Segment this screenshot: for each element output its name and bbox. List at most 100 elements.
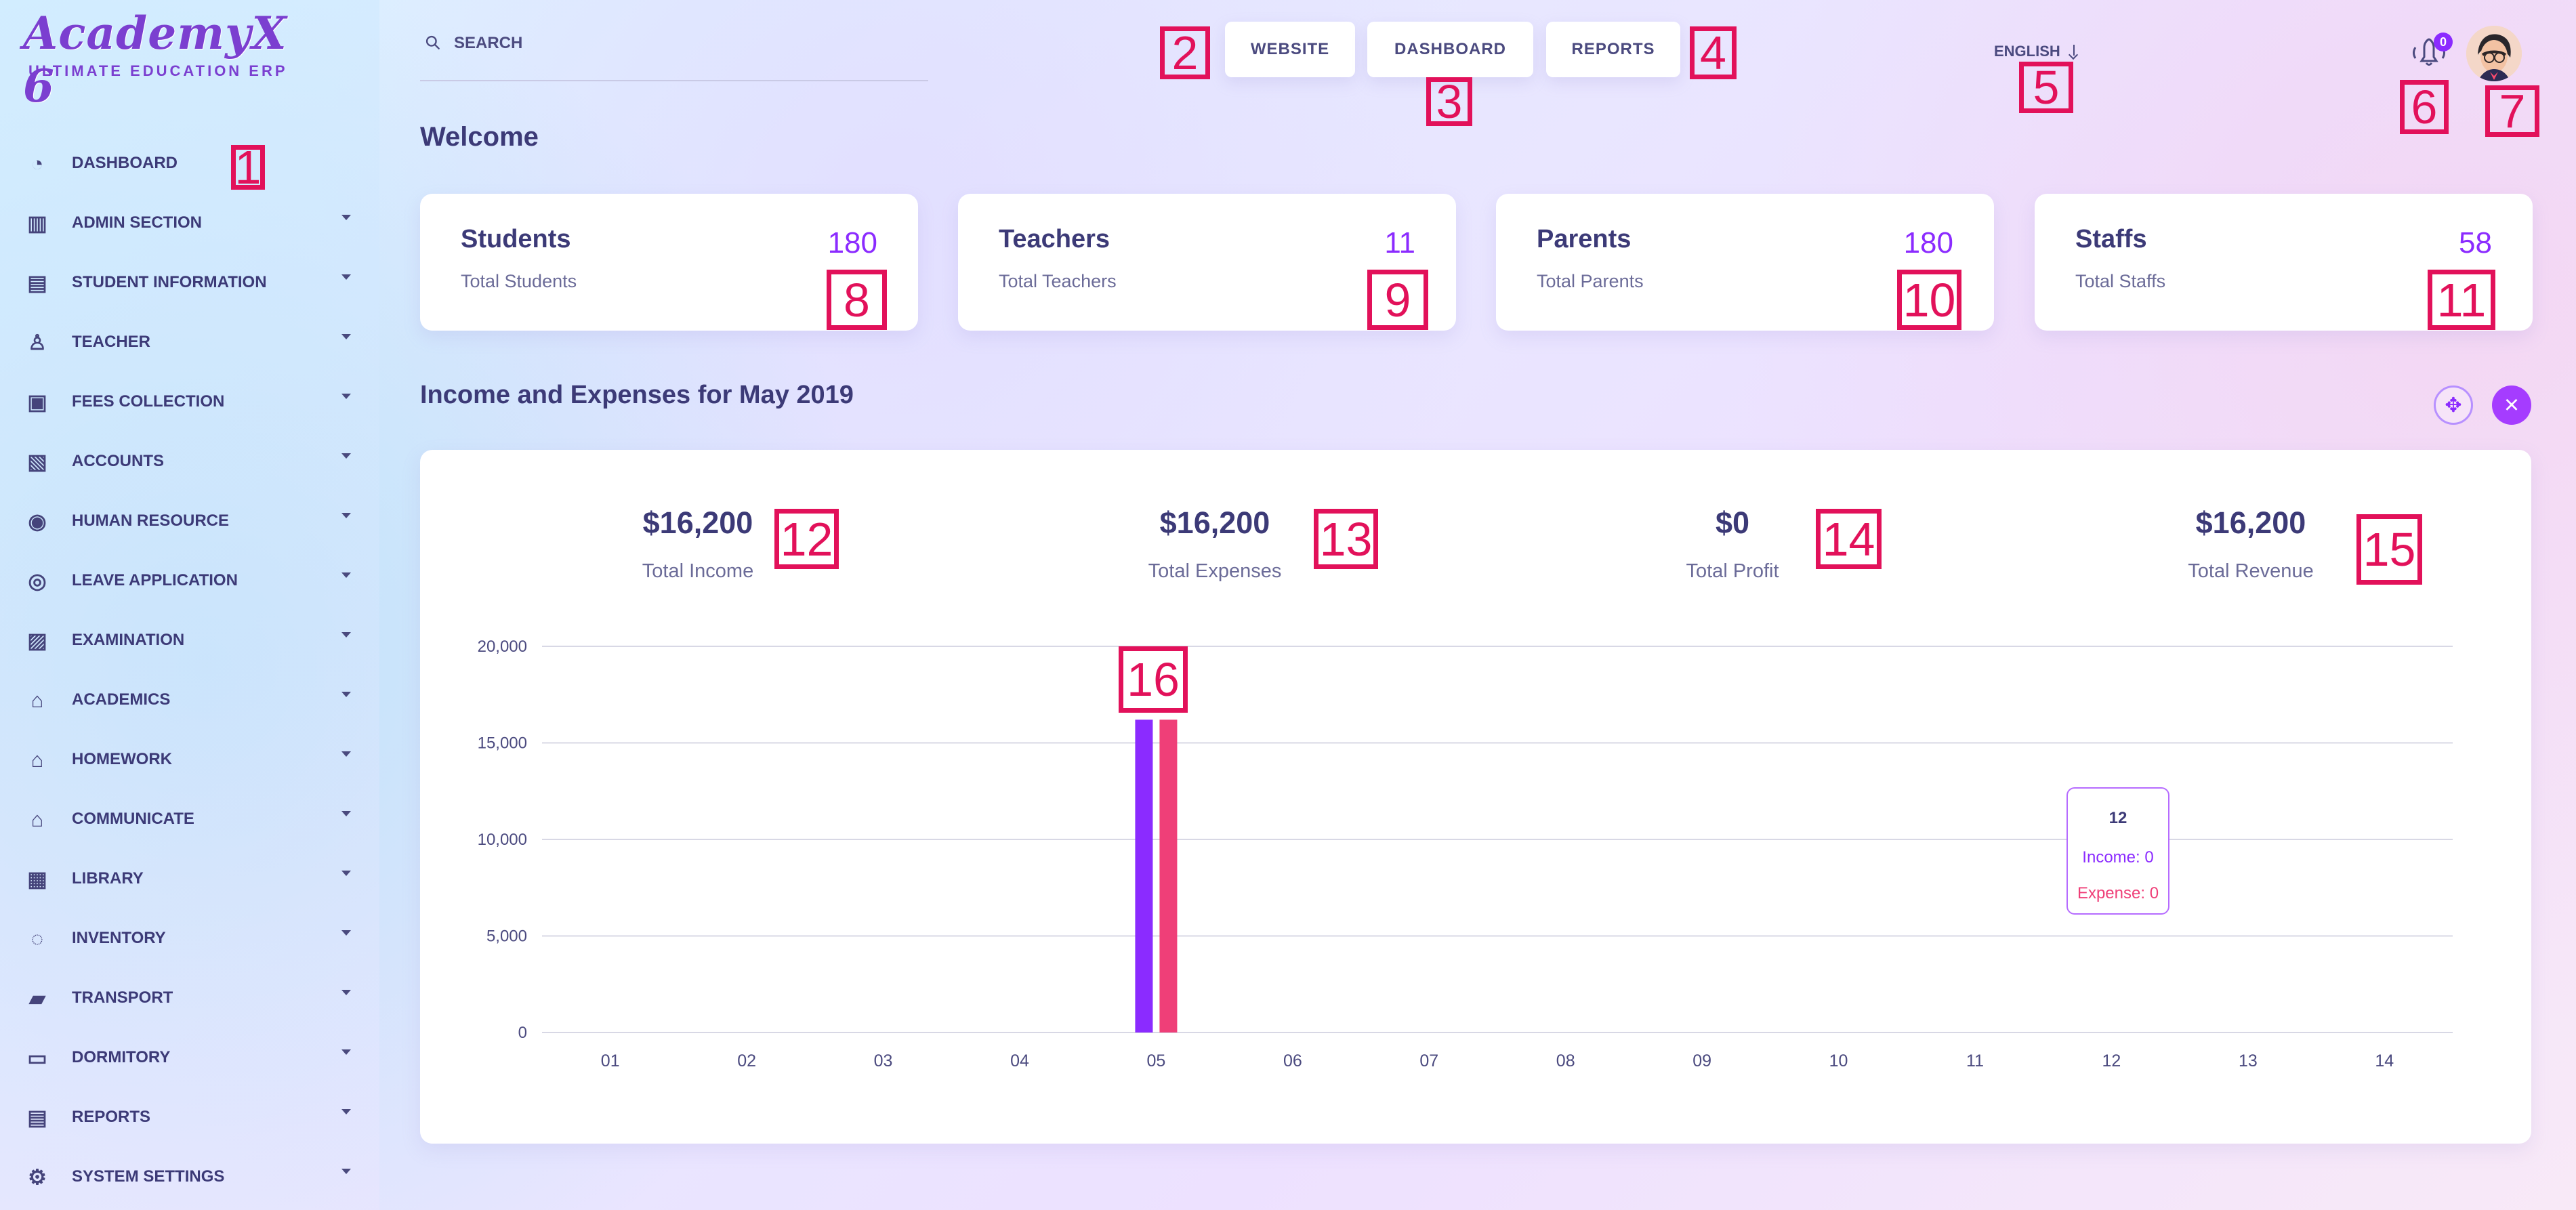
sidebar-item-library[interactable]: ▦ LIBRARY xyxy=(0,849,379,909)
chevron-down-icon xyxy=(341,930,351,936)
teacher-icon: ♙ xyxy=(28,330,47,354)
sidebar-item-label: SYSTEM SETTINGS xyxy=(72,1167,225,1186)
annotation-marker-6: 6 xyxy=(2400,80,2449,134)
sidebar-item-label: TRANSPORT xyxy=(72,988,173,1007)
metric-value: $16,200 xyxy=(1159,505,1270,540)
transport-icon: ▰ xyxy=(29,986,45,1010)
x-tick-label: 10 xyxy=(1829,1051,1848,1070)
brand-subtitle: ULTIMATE EDUCATION ERP xyxy=(28,62,288,79)
avatar[interactable] xyxy=(2466,26,2522,81)
sidebar-item-examination[interactable]: ▨ EXAMINATION xyxy=(0,610,379,670)
tooltip-expense: Expense: 0 xyxy=(2077,884,2159,902)
search-input[interactable] xyxy=(453,33,916,54)
y-tick-label: 20,000 xyxy=(478,638,527,656)
language-selector[interactable]: ENGLISH xyxy=(1994,41,2079,62)
annotation-marker-5: 5 xyxy=(2019,62,2073,113)
brand-logo[interactable]: AcademyX 6 ULTIMATE EDUCATION ERP xyxy=(23,7,308,112)
annotation-marker-7: 7 xyxy=(2485,85,2539,137)
x-tick-label: 05 xyxy=(1147,1051,1166,1070)
sidebar-item-homework[interactable]: ⌂ HOMEWORK xyxy=(0,730,379,789)
website-button[interactable]: WEBSITE xyxy=(1225,22,1355,77)
sidebar-item-academics[interactable]: ⌂ ACADEMICS xyxy=(0,670,379,730)
sidebar-item-dashboard[interactable]: ◔ DASHBOARD xyxy=(0,133,379,193)
x-tick-label: 04 xyxy=(1010,1051,1029,1070)
sidebar-item-label: DORMITORY xyxy=(72,1048,171,1066)
dashboard-button[interactable]: DASHBOARD xyxy=(1367,22,1533,77)
sidebar-item-label: REPORTS xyxy=(72,1108,151,1126)
x-tick-label: 01 xyxy=(601,1051,620,1070)
sidebar-item-reports[interactable]: ▤ REPORTS xyxy=(0,1087,379,1147)
examination-icon: ▨ xyxy=(27,628,47,652)
sidebar-item-communicate[interactable]: ⌂ COMMUNICATE xyxy=(0,789,379,849)
income-expenses-panel: $16,200 Total Income $16,200 Total Expen… xyxy=(420,450,2531,1144)
teachers-summary-card[interactable]: Teachers Total Teachers 11 xyxy=(958,194,1456,331)
x-tick-label: 09 xyxy=(1692,1051,1711,1070)
annotation-marker-16: 16 xyxy=(1119,646,1188,713)
chart-tooltip: 12 Income: 0 Expense: 0 xyxy=(2066,787,2169,915)
library-icon: ▦ xyxy=(27,867,47,891)
annotation-marker-2: 2 xyxy=(1160,26,1210,79)
annotation-marker-11: 11 xyxy=(2428,270,2495,330)
notification-button[interactable]: 0 xyxy=(2405,33,2453,70)
total-revenue-metric: $16,200 Total Revenue xyxy=(2149,505,2352,583)
card-value: 11 xyxy=(1384,226,1415,259)
annotation-marker-13: 13 xyxy=(1314,509,1378,569)
sidebar-item-fees-collection[interactable]: ▣ FEES COLLECTION xyxy=(0,372,379,432)
chevron-down-icon xyxy=(341,274,351,280)
communicate-icon: ⌂ xyxy=(30,807,44,831)
sidebar-item-label: ACCOUNTS xyxy=(72,452,164,470)
y-tick-label: 5,000 xyxy=(486,927,527,946)
chevron-down-icon xyxy=(341,692,351,697)
sidebar: AcademyX 6 ULTIMATE EDUCATION ERP ◔ DASHB… xyxy=(0,0,379,1210)
move-panel-button[interactable]: ✥ xyxy=(2434,385,2473,425)
sidebar-item-label: INVENTORY xyxy=(72,929,166,947)
sidebar-item-system-settings[interactable]: ⚙ SYSTEM SETTINGS xyxy=(0,1147,379,1207)
human-resource-icon: ◉ xyxy=(28,509,47,533)
sidebar-item-label: TEACHER xyxy=(72,333,151,351)
sidebar-item-accounts[interactable]: ▧ ACCOUNTS xyxy=(0,432,379,491)
sidebar-item-dormitory[interactable]: ▭ DORMITORY xyxy=(0,1028,379,1087)
brand-title: AcademyX 6 xyxy=(23,7,287,112)
move-icon: ✥ xyxy=(2445,394,2462,417)
card-value: 180 xyxy=(827,226,877,259)
expense-bar xyxy=(1159,719,1178,1032)
sidebar-item-admin-section[interactable]: ▥ ADMIN SECTION xyxy=(0,193,379,253)
sidebar-item-label: EXAMINATION xyxy=(72,631,185,649)
card-value: 58 xyxy=(2459,226,2492,259)
academics-icon: ⌂ xyxy=(30,688,44,712)
sidebar-item-label: HOMEWORK xyxy=(72,750,172,768)
dormitory-icon: ▭ xyxy=(27,1045,47,1070)
staffs-summary-card[interactable]: Staffs Total Staffs 58 xyxy=(2035,194,2533,331)
reports-button[interactable]: REPORTS xyxy=(1546,22,1680,77)
students-summary-card[interactable]: Students Total Students 180 xyxy=(420,194,918,331)
chevron-down-icon xyxy=(341,572,351,578)
x-tick-label: 12 xyxy=(2102,1051,2121,1070)
chevron-down-icon xyxy=(341,1049,351,1055)
tooltip-day: 12 xyxy=(2108,809,2127,827)
sidebar-item-leave-application[interactable]: ◎ LEAVE APPLICATION xyxy=(0,551,379,610)
total-income-metric: $16,200 Total Income xyxy=(596,505,799,583)
chevron-down-icon xyxy=(341,751,351,757)
chevron-down-icon xyxy=(341,1109,351,1114)
inventory-icon: ◌ xyxy=(30,926,44,951)
y-tick-label: 0 xyxy=(518,1024,527,1042)
system-settings-icon: ⚙ xyxy=(28,1165,47,1189)
close-panel-button[interactable]: × xyxy=(2492,385,2531,425)
sidebar-item-human-resource[interactable]: ◉ HUMAN RESOURCE xyxy=(0,491,379,551)
sidebar-item-label: ADMIN SECTION xyxy=(72,213,202,232)
metric-label: Total Income xyxy=(642,560,754,582)
leave-application-icon: ◎ xyxy=(28,568,47,593)
sidebar-item-teacher[interactable]: ♙ TEACHER xyxy=(0,312,379,372)
sidebar-item-inventory[interactable]: ◌ INVENTORY xyxy=(0,909,379,968)
sidebar-item-transport[interactable]: ▰ TRANSPORT xyxy=(0,968,379,1028)
card-subtitle: Total Students xyxy=(461,271,577,291)
annotation-marker-3: 3 xyxy=(1426,77,1472,126)
parents-summary-card[interactable]: Parents Total Parents 180 xyxy=(1496,194,1994,331)
sidebar-item-student-information[interactable]: ▤ STUDENT INFORMATION xyxy=(0,253,379,312)
x-tick-label: 02 xyxy=(737,1051,756,1070)
chevron-down-icon xyxy=(341,1169,351,1174)
x-tick-label: 03 xyxy=(874,1051,893,1070)
annotation-marker-14: 14 xyxy=(1816,509,1882,569)
chevron-down-icon xyxy=(341,453,351,459)
chevron-down-icon xyxy=(341,990,351,995)
